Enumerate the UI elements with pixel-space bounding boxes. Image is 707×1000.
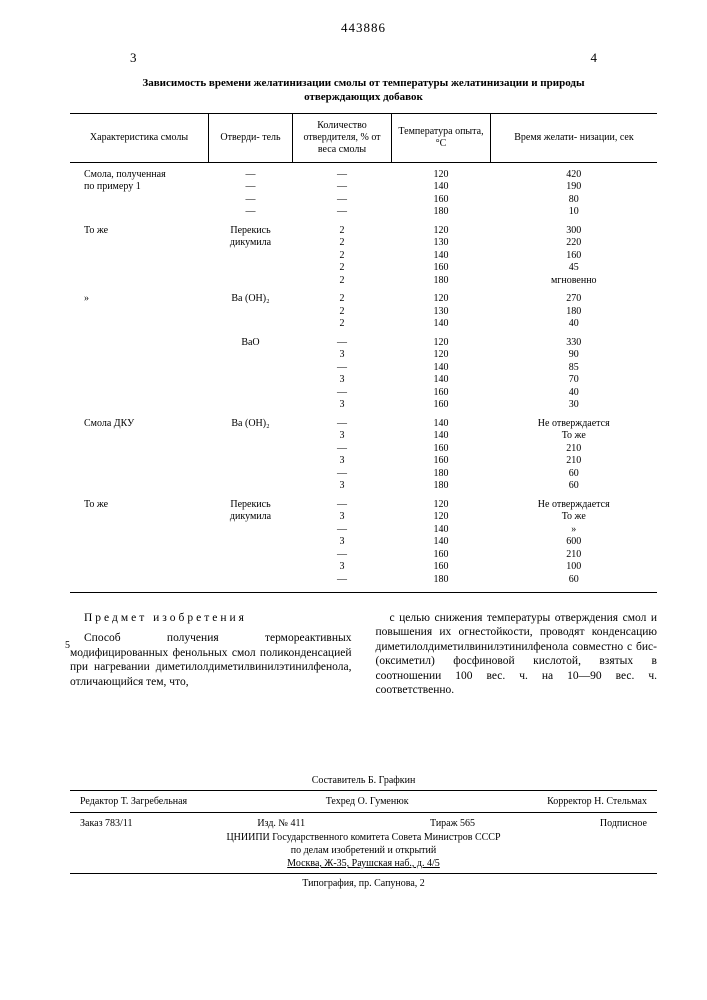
footer-izd: Изд. № 411	[257, 818, 305, 829]
body-paragraph-right: с целью снижения температуры отверждения…	[376, 611, 658, 697]
table-row: —140»	[70, 524, 657, 537]
footer-order: Заказ 783/11	[80, 818, 132, 829]
table-row: ——18010	[70, 206, 657, 219]
footer-sub: Подписное	[600, 818, 647, 829]
footer-tirazh: Тираж 565	[430, 818, 475, 829]
table-row: 3160100	[70, 561, 657, 574]
table-row: 318060	[70, 480, 657, 493]
table-row: 316030	[70, 399, 657, 412]
table-row: 2140160	[70, 250, 657, 263]
table-row: 314070	[70, 374, 657, 387]
footer-block: Составитель Б. Графкин Редактор Т. Загре…	[70, 774, 657, 890]
col-header: Количество отвердителя, % от веса смолы	[293, 113, 392, 162]
table-row: 2180мгновенно	[70, 275, 657, 288]
table-row: по примеру 1——140190	[70, 181, 657, 194]
footer-addr: Москва, Ж-35, Раушская наб., д. 4/5	[70, 857, 657, 870]
table-row: То жеПерекись2120300	[70, 225, 657, 238]
footer-tech: Техред О. Гуменюк	[326, 796, 409, 807]
footer-editor: Редактор Т. Загребельная	[80, 796, 187, 807]
table-row: Смола, полученная——120420	[70, 169, 657, 182]
document-number: 443886	[70, 20, 657, 36]
body-paragraph-left: Способ получения термореактивных модифиц…	[70, 631, 352, 689]
table-row: —18060	[70, 574, 657, 593]
col-header: Характеристика смолы	[70, 113, 209, 162]
table-row: Смола ДКУBa (OH)₂—140Не отверждается	[70, 418, 657, 431]
table-row: —160210	[70, 443, 657, 456]
table-row: 312090	[70, 349, 657, 362]
footer-composer: Составитель Б. Графкин	[70, 774, 657, 787]
table-row: 216045	[70, 262, 657, 275]
footer-org: по делам изобретений и открытий	[70, 844, 657, 857]
data-table: Характеристика смолы Отверди- тель Колич…	[70, 113, 657, 594]
table-row: BaO—120330	[70, 337, 657, 350]
col-header: Отверди- тель	[209, 113, 293, 162]
footer-org: ЦНИИПИ Государственного комитета Совета …	[70, 831, 657, 844]
table-row: 3140То же	[70, 430, 657, 443]
subject-heading: Предмет изобретения	[70, 611, 352, 625]
table-row: —160210	[70, 549, 657, 562]
table-row: 214040	[70, 318, 657, 331]
col-header: Температура опыта, °С	[392, 113, 491, 162]
table-row: —16040	[70, 387, 657, 400]
page-number-right: 4	[591, 50, 598, 66]
table-title: Зависимость времени желатинизации смолы …	[70, 76, 657, 105]
col-header: Время желати- низации, сек	[491, 113, 658, 162]
table-row: 3140600	[70, 536, 657, 549]
table-row: 3160210	[70, 455, 657, 468]
line-number: 5	[65, 640, 70, 651]
footer-corrector: Корректор Н. Стельмах	[547, 796, 647, 807]
table-row: 2130180	[70, 306, 657, 319]
footer-print: Типография, пр. Сапунова, 2	[70, 877, 657, 890]
table-row: »Ba (OH)₂2120270	[70, 293, 657, 306]
table-row: —14085	[70, 362, 657, 375]
table-row: То жеПерекись—120Не отверждается	[70, 499, 657, 512]
table-row: дикумила3120То же	[70, 511, 657, 524]
table-row: дикумила2130220	[70, 237, 657, 250]
table-row: ——16080	[70, 194, 657, 207]
page-number-left: 3	[130, 50, 137, 66]
table-row: —18060	[70, 468, 657, 481]
